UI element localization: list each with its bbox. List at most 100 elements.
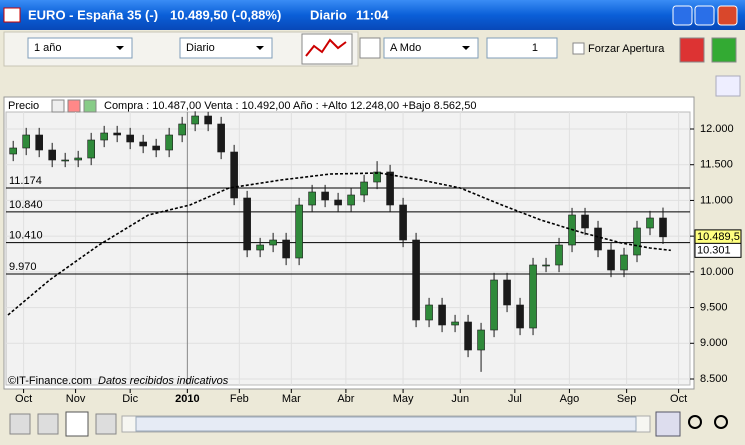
- candle-body: [308, 191, 316, 206]
- range-select[interactable]: [27, 37, 133, 59]
- candle-body: [243, 197, 251, 251]
- candle-body: [282, 239, 290, 259]
- candle-body: [295, 204, 303, 259]
- plot: 8.5009.0009.50010.00010.50011.00011.5001…: [6, 111, 734, 405]
- chart-type-button[interactable]: [301, 33, 353, 65]
- candle-body: [464, 321, 472, 351]
- candle-body: [165, 134, 173, 151]
- candle-body: [217, 123, 225, 153]
- candle-body: [399, 204, 407, 241]
- x-tick-label: Jul: [508, 393, 522, 405]
- candle-body: [139, 141, 147, 147]
- spinner-text: 1: [532, 42, 538, 54]
- spinner[interactable]: [486, 37, 558, 59]
- price-tag-label: 10.301: [697, 244, 731, 256]
- candle-body: [360, 181, 368, 196]
- candle-body: [425, 304, 433, 321]
- zoom-out[interactable]: [688, 415, 702, 429]
- candle-body: [503, 279, 511, 306]
- candle-body: [321, 191, 329, 201]
- candle-body: [22, 134, 30, 149]
- candle-body: [35, 134, 43, 151]
- candle-body: [633, 227, 641, 256]
- candle-body: [334, 199, 342, 206]
- candle-body: [412, 239, 420, 321]
- candle-body: [646, 217, 654, 229]
- x-tick-label: Dic: [122, 393, 138, 405]
- candle-body: [230, 151, 238, 199]
- y-tick-label: 9.500: [700, 301, 728, 313]
- x-tick-label: Feb: [230, 393, 249, 405]
- settings-button[interactable]: [359, 37, 381, 59]
- window-time: 11:04: [356, 7, 389, 22]
- maximize-button[interactable]: [694, 5, 715, 26]
- app-icon: [3, 7, 21, 23]
- interval-select-text: Diario: [186, 42, 215, 54]
- interval-select[interactable]: [179, 37, 273, 59]
- price-tag: [694, 242, 742, 258]
- window-price: 10.489,50 (-0,88%): [170, 7, 281, 22]
- tool-button[interactable]: [95, 413, 117, 435]
- panel-icon[interactable]: [51, 99, 65, 113]
- tool-button[interactable]: [65, 411, 89, 437]
- x-tick-label: Oct: [15, 393, 32, 405]
- mode-select[interactable]: [383, 37, 479, 59]
- y-tick-label: 12.000: [700, 123, 734, 135]
- candle-body: [126, 134, 134, 143]
- candle-body: [9, 147, 17, 155]
- x-tick-label: Oct: [670, 393, 687, 405]
- candle-body: [48, 149, 56, 161]
- candle-body: [61, 159, 69, 162]
- plot-area: [5, 111, 691, 386]
- x-tick-label: Ago: [560, 393, 580, 405]
- checkbox-label: Forzar Apertura: [588, 43, 665, 55]
- x-tick-label: Mar: [282, 393, 301, 405]
- minimize-button[interactable]: [672, 5, 693, 26]
- candle-body: [594, 227, 602, 251]
- candle-body: [555, 244, 563, 266]
- level-label: 9.970: [9, 261, 37, 273]
- panel-icon[interactable]: [83, 99, 97, 113]
- level-label: 10.410: [9, 229, 43, 241]
- candle-body: [386, 171, 394, 206]
- note-text: Datos recibidos indicativos: [98, 375, 229, 387]
- close-button[interactable]: [717, 5, 738, 26]
- source-text: ©IT-Finance.com: [8, 375, 92, 387]
- candle-body: [191, 115, 199, 125]
- y-tick-label: 8.500: [700, 373, 728, 385]
- tool-button[interactable]: [679, 37, 705, 63]
- panel-label: Precio: [8, 100, 39, 112]
- candle-body: [490, 279, 498, 331]
- candle-body: [581, 214, 589, 229]
- panel-icon[interactable]: [67, 99, 81, 113]
- tool-button[interactable]: [715, 75, 741, 97]
- panel-info: Compra : 10.487,00 Venta : 10.492,00 Año…: [104, 100, 476, 112]
- candle-body: [347, 194, 355, 206]
- tool-button[interactable]: [655, 411, 681, 437]
- scroll-thumb[interactable]: [135, 416, 637, 432]
- candle-body: [529, 264, 537, 329]
- dropdown-arrow: [116, 46, 124, 50]
- candle-body: [178, 123, 186, 136]
- checkbox[interactable]: [572, 42, 585, 55]
- tool-button[interactable]: [711, 37, 737, 63]
- candle-body: [477, 329, 485, 351]
- tool-button[interactable]: [9, 413, 31, 435]
- window-period: Diario: [310, 7, 347, 22]
- y-tick-label: 10.000: [700, 266, 734, 278]
- mode-select-text: A Mdo: [390, 42, 421, 54]
- candle-body: [74, 157, 82, 161]
- tool-button[interactable]: [37, 413, 59, 435]
- candle-body: [542, 264, 550, 267]
- candle-body: [269, 239, 277, 246]
- candle-body: [607, 249, 615, 271]
- candle-body: [620, 254, 628, 271]
- candle-body: [87, 139, 95, 159]
- x-tick-label: Nov: [66, 393, 86, 405]
- candle-body: [451, 321, 459, 326]
- candle-body: [516, 304, 524, 329]
- y-tick-label: 11.000: [700, 194, 733, 206]
- x-tick-label: Sep: [617, 393, 637, 405]
- candle-body: [152, 145, 160, 151]
- zoom-in[interactable]: [714, 415, 728, 429]
